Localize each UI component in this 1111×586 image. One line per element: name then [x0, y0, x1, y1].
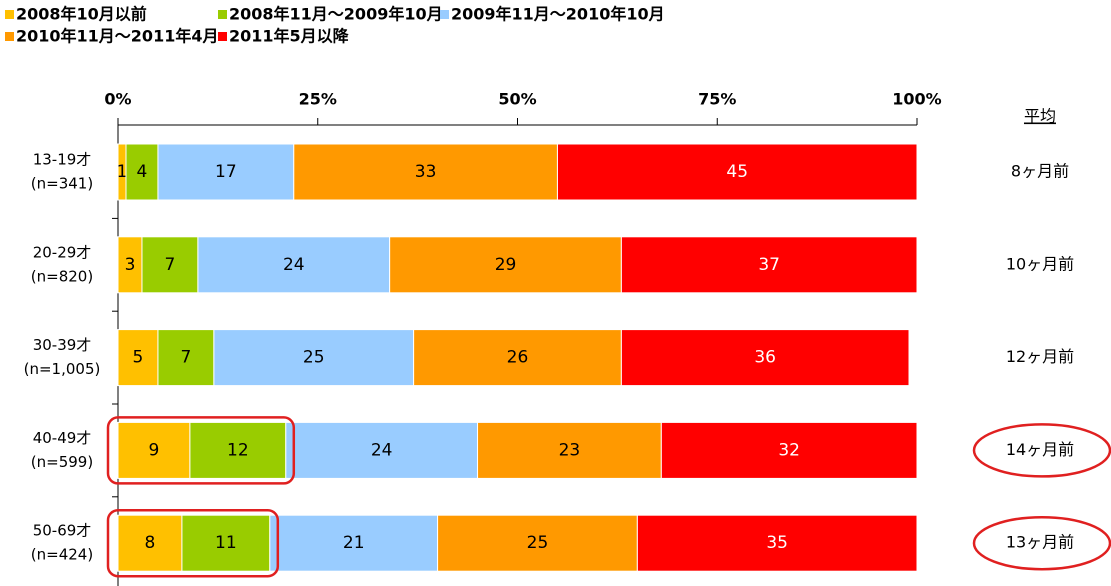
data-label: 9 — [149, 440, 160, 460]
category-label: (n=1,005) — [24, 360, 101, 378]
bar-segment — [285, 421, 479, 479]
x-tick-label: 50% — [498, 90, 536, 109]
bar-segment — [556, 143, 918, 201]
bar-segment — [636, 514, 918, 572]
data-label: 36 — [754, 348, 776, 368]
highlight-box — [106, 508, 280, 578]
legend-label: 2009年11月～2010年10月 — [451, 5, 665, 24]
data-label: 37 — [758, 255, 780, 275]
category-label: (n=820) — [31, 267, 93, 285]
x-tick-label: 25% — [299, 90, 337, 109]
bar-segment — [620, 236, 918, 294]
data-label: 24 — [283, 255, 305, 275]
data-label: 25 — [303, 348, 325, 368]
category-label: (n=341) — [31, 175, 93, 193]
bar-segment — [660, 421, 918, 479]
data-label: 21 — [343, 533, 365, 553]
category-label: 20-29才 — [33, 243, 92, 261]
data-label: 23 — [559, 440, 581, 460]
legend-swatch — [5, 10, 14, 19]
highlight-ellipse — [972, 515, 1111, 571]
average-value: 13ヶ月前 — [1006, 533, 1074, 552]
data-label: 25 — [527, 533, 549, 553]
data-label: 26 — [507, 348, 529, 368]
bar-segment — [117, 514, 183, 572]
bar-segment — [293, 143, 558, 201]
data-label: 8 — [145, 533, 156, 553]
data-label: 1 — [117, 162, 128, 182]
data-label: 35 — [766, 533, 788, 553]
bar-segment — [437, 514, 638, 572]
bar-segment — [269, 514, 439, 572]
data-label: 4 — [137, 162, 148, 182]
average-header: 平均 — [1024, 107, 1056, 126]
highlight-ellipse — [972, 423, 1111, 478]
data-label: 7 — [181, 348, 192, 368]
data-label: 5 — [133, 348, 144, 368]
bar-segment — [477, 421, 662, 479]
x-tick-label: 100% — [892, 90, 941, 109]
legend-label: 2010年11月～2011年4月 — [16, 27, 218, 46]
average-value: 10ヶ月前 — [1006, 254, 1074, 273]
data-label: 33 — [415, 162, 437, 182]
data-label: 24 — [371, 440, 393, 460]
data-label: 17 — [215, 162, 237, 182]
bar-segment — [117, 421, 191, 479]
average-value: 12ヶ月前 — [1006, 347, 1074, 366]
legend-swatch — [218, 32, 227, 41]
data-label: 45 — [726, 162, 748, 182]
bar-segment — [117, 329, 159, 387]
data-label: 29 — [495, 255, 517, 275]
legend-label: 2008年11月～2009年10月 — [229, 5, 443, 24]
data-label: 12 — [227, 440, 249, 460]
bar-segment — [413, 329, 622, 387]
bar-segment — [157, 143, 295, 201]
category-label: 30-39才 — [33, 336, 92, 354]
data-label: 32 — [778, 440, 800, 460]
average-value: 14ヶ月前 — [1006, 440, 1074, 459]
bar-segment — [620, 329, 910, 387]
bar-segment — [389, 236, 622, 294]
category-label: 50-69才 — [33, 522, 92, 540]
data-label: 3 — [125, 255, 136, 275]
legend-swatch — [440, 10, 449, 19]
legend-swatch — [218, 10, 227, 19]
category-label: 40-49才 — [33, 429, 92, 447]
bar-segment — [189, 421, 287, 479]
category-label: (n=599) — [31, 453, 93, 471]
x-tick-label: 0% — [104, 90, 131, 109]
bar-segment — [213, 329, 415, 387]
legend-swatch — [5, 32, 14, 41]
average-value: 8ヶ月前 — [1011, 162, 1069, 181]
category-label: 13-19才 — [33, 151, 92, 169]
data-label: 11 — [215, 533, 237, 553]
bar-segment — [181, 514, 271, 572]
x-tick-label: 75% — [698, 90, 736, 109]
legend-label: 2008年10月以前 — [16, 5, 147, 24]
highlight-box — [106, 416, 296, 485]
legend-label: 2011年5月以降 — [229, 27, 350, 46]
bar-segment — [197, 236, 391, 294]
data-label: 7 — [165, 255, 176, 275]
category-label: (n=424) — [31, 546, 93, 564]
